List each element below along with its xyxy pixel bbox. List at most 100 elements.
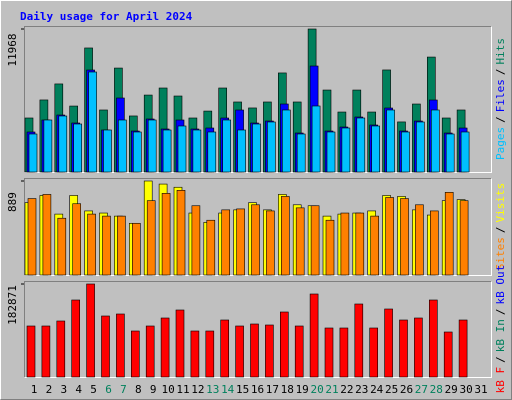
bar [414, 317, 423, 378]
legend-entry: Files [494, 79, 507, 112]
bar [146, 200, 156, 276]
x-tick-label: 6 [105, 383, 112, 396]
bar [103, 129, 112, 173]
bar [354, 303, 364, 378]
panel-edge-dark [24, 281, 492, 378]
x-tick-label: 9 [150, 383, 157, 396]
bar [369, 327, 379, 378]
bar [221, 209, 230, 276]
x-tick-label: 7 [120, 383, 127, 396]
legend-entry: Hits [494, 38, 507, 65]
bar [145, 325, 155, 378]
bar [161, 193, 171, 276]
legend-separator: / [494, 227, 507, 234]
bar [324, 327, 334, 378]
x-tick-label: 12 [191, 383, 204, 396]
bar [459, 200, 469, 276]
legend: kB F / kB In / kB Out [494, 265, 507, 394]
bar [370, 215, 380, 276]
legend-entry: kB F [494, 367, 507, 394]
x-tick-label: 16 [251, 383, 264, 396]
legend-entry: Sites [494, 237, 507, 270]
bar [325, 219, 335, 276]
y-tick-label: 889 [6, 192, 19, 212]
bar [118, 119, 127, 173]
bar [401, 131, 410, 173]
bar [43, 119, 53, 173]
bar [251, 204, 260, 276]
bar [265, 324, 274, 378]
legend-separator: / [494, 116, 507, 123]
y-tick-label: 11968 [6, 33, 19, 66]
bar [102, 215, 111, 276]
bar [385, 197, 394, 276]
bar [356, 117, 366, 173]
y-tick-label: 182871 [6, 285, 19, 325]
x-tick-label: 19 [296, 383, 309, 396]
bar [341, 127, 351, 173]
bar [222, 119, 231, 173]
bar [86, 283, 95, 378]
bar [192, 129, 202, 173]
bar [443, 331, 453, 378]
bar [56, 320, 66, 378]
bar [235, 325, 244, 378]
x-tick-label: 26 [400, 383, 413, 396]
legend: Pages / Files / Hits [494, 38, 507, 160]
x-tick-label: 29 [445, 383, 458, 396]
bar [190, 330, 200, 378]
bar [205, 330, 215, 378]
bar [429, 210, 439, 276]
legend: Sites / Visits [494, 183, 507, 271]
x-tick-label: 2 [46, 383, 53, 396]
bar [72, 203, 81, 276]
x-tick-label: 27 [415, 383, 428, 396]
bar [386, 109, 395, 173]
bar [57, 217, 67, 276]
bar [175, 309, 185, 378]
bar [131, 330, 140, 378]
bar [117, 215, 126, 276]
bar [371, 125, 381, 173]
bar [400, 198, 409, 276]
bar [191, 205, 201, 276]
bar [279, 311, 289, 378]
bar [252, 123, 261, 173]
x-tick-label: 21 [325, 383, 338, 396]
bar [73, 123, 82, 173]
bar [458, 319, 468, 378]
x-tick-label: 20 [310, 383, 323, 396]
bar [87, 213, 96, 276]
panel-edge-dark [24, 178, 492, 276]
bar [309, 293, 319, 378]
x-tick-label: 14 [221, 383, 235, 396]
bar [237, 129, 246, 173]
bar [27, 198, 37, 276]
bar [339, 327, 349, 378]
x-tick-label: 18 [281, 383, 294, 396]
bar [160, 317, 170, 378]
bar [147, 119, 157, 173]
bar [416, 121, 425, 173]
bar [267, 121, 276, 173]
x-tick-label: 10 [161, 383, 174, 396]
x-tick-label: 24 [370, 383, 384, 396]
bar [399, 319, 408, 378]
x-tick-label: 5 [90, 383, 97, 396]
bar [26, 325, 36, 378]
bar [206, 219, 216, 276]
bar [266, 210, 275, 276]
bar [101, 315, 110, 378]
bar [326, 131, 336, 173]
x-tick-label: 23 [355, 383, 368, 396]
bar [295, 207, 305, 276]
legend-separator: / [494, 69, 507, 76]
bar [207, 131, 217, 173]
x-tick-label: 15 [236, 383, 249, 396]
bar [445, 133, 455, 173]
bar [280, 196, 290, 276]
x-tick-label: 28 [430, 383, 443, 396]
legend-entry: Visits [494, 183, 507, 223]
